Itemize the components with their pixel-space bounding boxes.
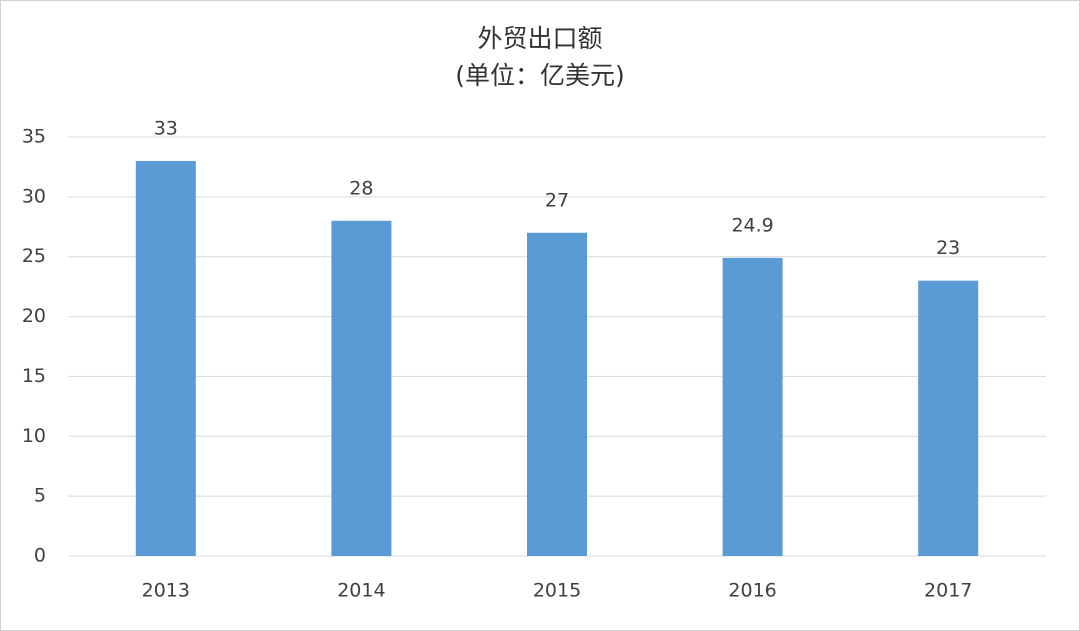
bar xyxy=(135,160,196,556)
bar xyxy=(722,257,783,556)
y-tick-label: 5 xyxy=(34,485,46,507)
data-label: 28 xyxy=(349,177,373,199)
x-tick-label: 2014 xyxy=(337,580,385,602)
y-tick-label: 30 xyxy=(22,185,46,207)
x-tick-label: 2017 xyxy=(924,580,972,602)
bar xyxy=(918,280,979,556)
data-label: 24.9 xyxy=(731,214,773,236)
y-tick-label: 20 xyxy=(22,305,46,327)
data-label: 23 xyxy=(936,237,960,259)
bar xyxy=(527,232,587,556)
x-tick-label: 2013 xyxy=(142,580,190,602)
y-tick-label: 10 xyxy=(22,425,46,447)
x-tick-label: 2015 xyxy=(533,580,581,602)
chart-subtitle: (单位：亿美元) xyxy=(455,61,625,90)
chart-title: 外贸出口额 xyxy=(477,24,602,53)
data-label: 27 xyxy=(545,189,569,211)
x-tick-label: 2016 xyxy=(728,580,776,602)
y-tick-label: 25 xyxy=(22,245,46,267)
bar xyxy=(331,220,392,557)
y-tick-label: 0 xyxy=(34,545,46,567)
data-label: 33 xyxy=(154,117,178,139)
y-tick-label: 15 xyxy=(22,365,46,387)
y-tick-label: 35 xyxy=(22,126,46,148)
